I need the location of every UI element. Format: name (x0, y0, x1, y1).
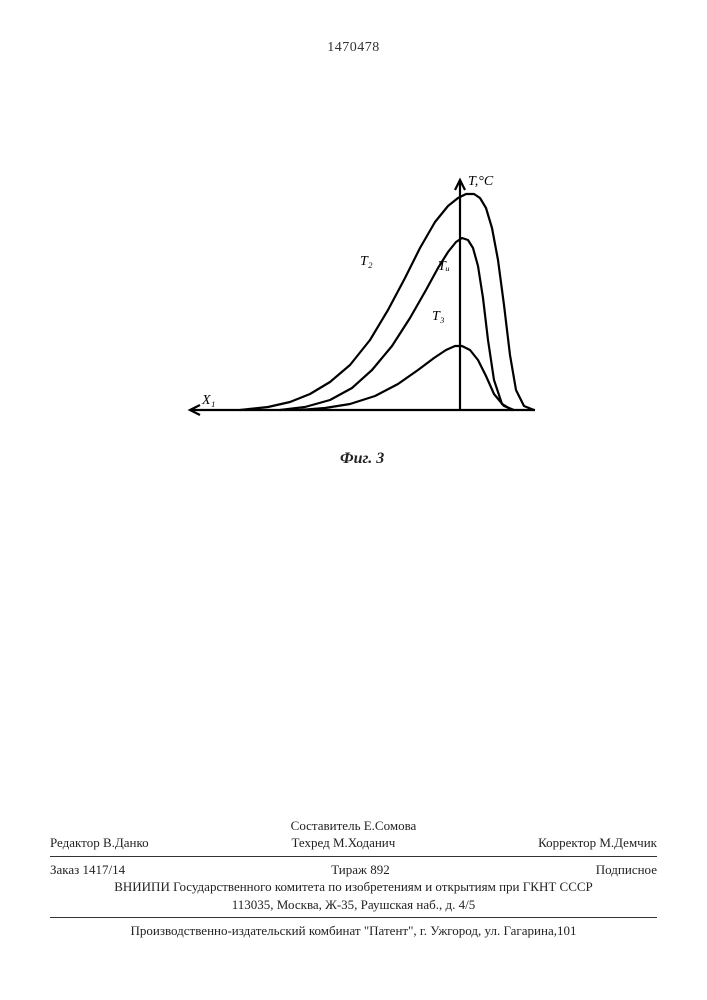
editor-credit: Редактор В.Данко (50, 834, 149, 852)
divider-1 (50, 856, 657, 857)
divider-2 (50, 917, 657, 918)
svg-text:T₃: T₃ (432, 309, 445, 324)
svg-text:Tᵤ: Tᵤ (438, 259, 450, 274)
org-line-2: 113035, Москва, Ж-35, Раушская наб., д. … (50, 896, 657, 914)
compiler-credit: Составитель Е.Сомова (291, 817, 417, 835)
figure-label: Фиг. 3 (340, 450, 384, 468)
order-number: Заказ 1417/14 (50, 861, 125, 879)
temperature-chart: X₁ T,°C T₂ Tᵤ T₃ (180, 160, 540, 460)
corrector-credit: Корректор М.Демчик (538, 834, 657, 852)
techred-credit: Техред М.Ходанич (291, 834, 395, 852)
document-number: 1470478 (0, 40, 707, 56)
subscription-label: Подписное (596, 861, 657, 879)
svg-text:T₂: T₂ (360, 254, 373, 269)
org-line-1: ВНИИПИ Государственного комитета по изоб… (50, 878, 657, 896)
circulation: Тираж 892 (331, 861, 390, 879)
printer-line: Производственно-издательский комбинат "П… (50, 922, 657, 940)
svg-text:T,°C: T,°C (468, 174, 494, 189)
footer-block: Составитель Е.Сомова Редактор В.Данко Те… (50, 817, 657, 940)
svg-text:X₁: X₁ (201, 393, 215, 408)
